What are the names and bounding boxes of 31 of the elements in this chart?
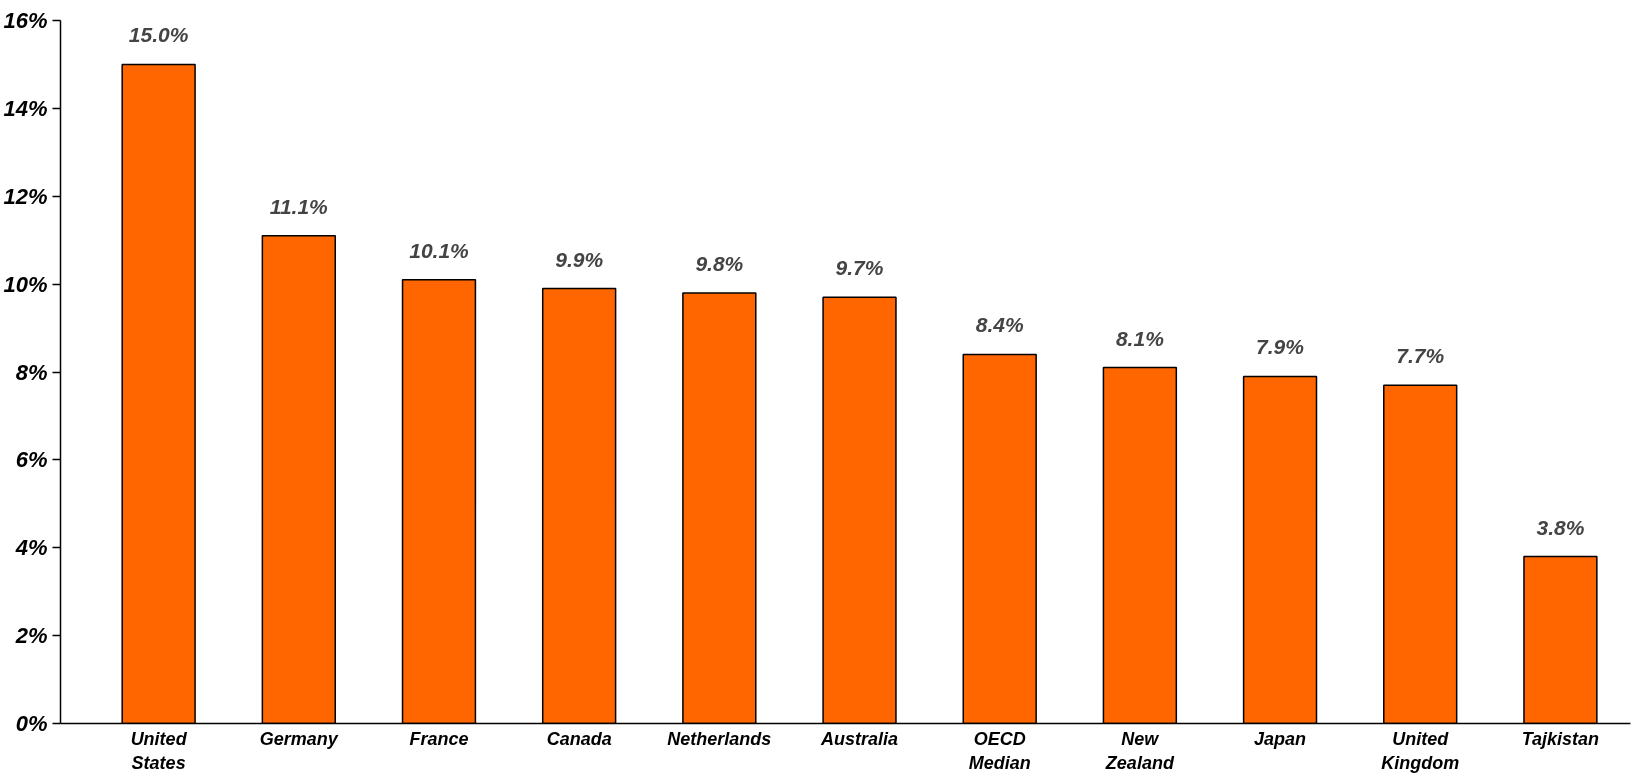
- data-label: 8.1%: [1115, 326, 1165, 350]
- y-tick-label: 6%: [15, 447, 48, 473]
- y-tick-label: 8%: [15, 359, 48, 385]
- data-label: 15.0%: [128, 23, 189, 47]
- x-tick-label: France: [409, 728, 469, 749]
- y-tick-label: 12%: [3, 183, 48, 209]
- data-label: 3.8%: [1536, 515, 1585, 539]
- x-tick-label: Japan: [1254, 728, 1307, 749]
- data-label: 7.7%: [1396, 344, 1445, 368]
- data-label: 7.9%: [1256, 335, 1305, 359]
- data-label: 10.1%: [409, 238, 470, 262]
- y-tick-label: 0%: [15, 711, 48, 736]
- x-tick-label: Germany: [259, 728, 339, 749]
- x-tick-label: Australia: [820, 728, 899, 749]
- x-tick-label: United Kingdom: [1381, 728, 1460, 773]
- data-label: 9.9%: [555, 247, 604, 271]
- data-label: 11.1%: [269, 194, 329, 218]
- data-label: 8.4%: [975, 313, 1024, 337]
- y-tick-label: 2%: [14, 623, 48, 649]
- x-tick-label: Canada: [546, 728, 612, 749]
- data-label: 9.8%: [695, 251, 744, 275]
- y-tick-label: 4%: [14, 535, 48, 561]
- x-tick-label: OECD Median: [968, 728, 1031, 773]
- y-tick-label: 10%: [3, 271, 48, 297]
- data-label: 9.7%: [835, 256, 884, 280]
- x-tick-label: Tajkistan: [1521, 728, 1600, 749]
- x-tick-label: Netherlands: [667, 728, 772, 749]
- x-tick-label: United States: [130, 728, 188, 773]
- y-tick-label: 14%: [3, 95, 48, 121]
- y-tick-label: 16%: [3, 8, 48, 33]
- x-tick-label: New Zealand: [1104, 728, 1175, 773]
